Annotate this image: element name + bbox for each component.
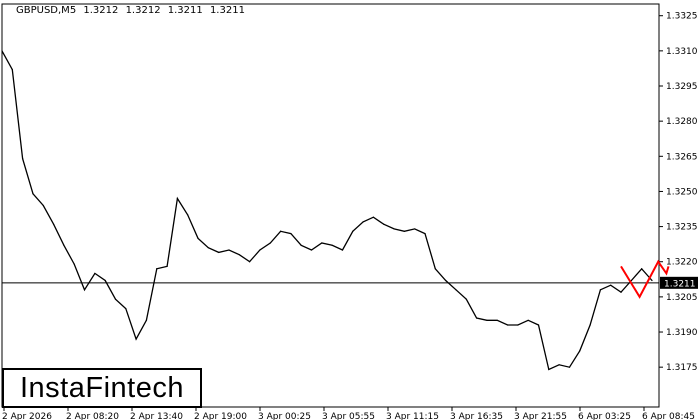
price-point [362,221,364,223]
high-value: 1.3212 [125,5,161,16]
price-point [641,268,643,270]
current-price-label: 1.3211 [664,279,696,289]
price-point [114,298,117,300]
y-tick-label: 1.3220 [666,258,698,268]
x-tick-label: 3 Apr 16:35 [450,412,503,420]
double-top-pattern-line [620,259,670,299]
price-point [73,263,75,265]
price-point [238,254,240,256]
x-tick-label: 2 Apr 2026 [2,412,52,420]
price-point [630,279,632,282]
y-tick-label: 1.3235 [666,223,698,233]
price-point [176,197,178,200]
close-value: 1.3211 [209,5,245,16]
x-tick-label: 2 Apr 19:00 [194,412,247,420]
price-series-line [1,50,653,371]
price-point [259,249,261,251]
x-tick-label: 2 Apr 13:40 [130,412,183,420]
price-point [22,158,24,160]
price-point [445,279,447,282]
symbol-label: GBPUSD,M5 [16,5,77,16]
price-point [104,279,106,282]
x-tick-label: 3 Apr 00:25 [258,412,311,420]
price-point [589,324,591,326]
price-point [424,233,426,235]
price-point [52,223,55,225]
price-point [94,272,96,275]
current-price-badge [660,276,698,289]
price-point [486,319,488,321]
price-point [207,247,209,249]
price-point [218,251,220,253]
price-point [620,291,622,293]
low-value: 1.3211 [167,5,203,16]
price-point [352,230,354,232]
price-point [11,69,13,71]
price-point [125,307,127,310]
price-point [517,324,519,326]
x-tick-label: 3 Apr 11:15 [386,412,439,420]
y-tick-label: 1.3175 [666,363,698,373]
x-tick-label: 6 Apr 03:25 [578,412,631,420]
price-point [610,284,612,286]
plot-frame [1,3,660,408]
price-point [527,319,529,321]
y-tick-label: 1.3295 [666,82,698,92]
price-point [548,368,550,371]
open-value: 1.3212 [83,5,119,16]
price-point [476,317,478,319]
chart-header: GBPUSD,M5 1.3212 1.3212 1.3211 1.3211 [16,5,249,16]
price-point [331,244,333,246]
price-point [321,242,323,244]
price-point [32,193,34,195]
price-point [434,268,436,270]
price-point [300,244,302,246]
price-point [145,319,148,321]
y-tick-label: 1.3190 [666,328,698,338]
price-point [372,216,375,218]
price-point [83,289,86,291]
price-point [310,249,313,251]
price-point [197,237,199,239]
price-point [228,249,230,251]
price-point [455,289,457,291]
x-tick-label: 3 Apr 21:55 [514,412,567,420]
price-point [506,324,509,326]
price-point [279,230,282,232]
price-point [537,324,540,326]
x-tick-label: 2 Apr 08:20 [66,412,119,420]
y-tick-label: 1.3280 [666,117,698,127]
price-point [1,50,3,52]
y-tick-label: 1.3310 [666,47,698,57]
price-point [187,214,189,216]
price-point [249,261,251,263]
y-tick-label: 1.3325 [666,12,698,22]
price-point [651,279,653,282]
price-point [156,268,158,270]
price-point [403,230,405,232]
price-point [290,233,292,235]
price-point [414,228,416,230]
y-tick-label: 1.3205 [666,293,698,303]
price-point [579,350,581,352]
price-point [465,298,467,300]
price-point [63,244,65,246]
price-point [383,223,385,225]
price-point [393,228,395,230]
price-point [166,265,168,268]
price-point [42,204,44,207]
y-tick-label: 1.3250 [666,187,698,197]
instafintech-logo: InstaFintech [2,368,202,408]
price-point [341,249,344,251]
price-point [269,242,271,244]
y-tick-label: 1.3265 [666,152,698,162]
x-tick-label: 3 Apr 05:55 [322,412,375,420]
price-point [496,319,498,321]
price-point [599,289,602,291]
price-point [135,338,137,340]
price-point [568,366,571,368]
x-tick-label: 6 Apr 08:45 [642,412,695,420]
price-point [558,364,560,366]
